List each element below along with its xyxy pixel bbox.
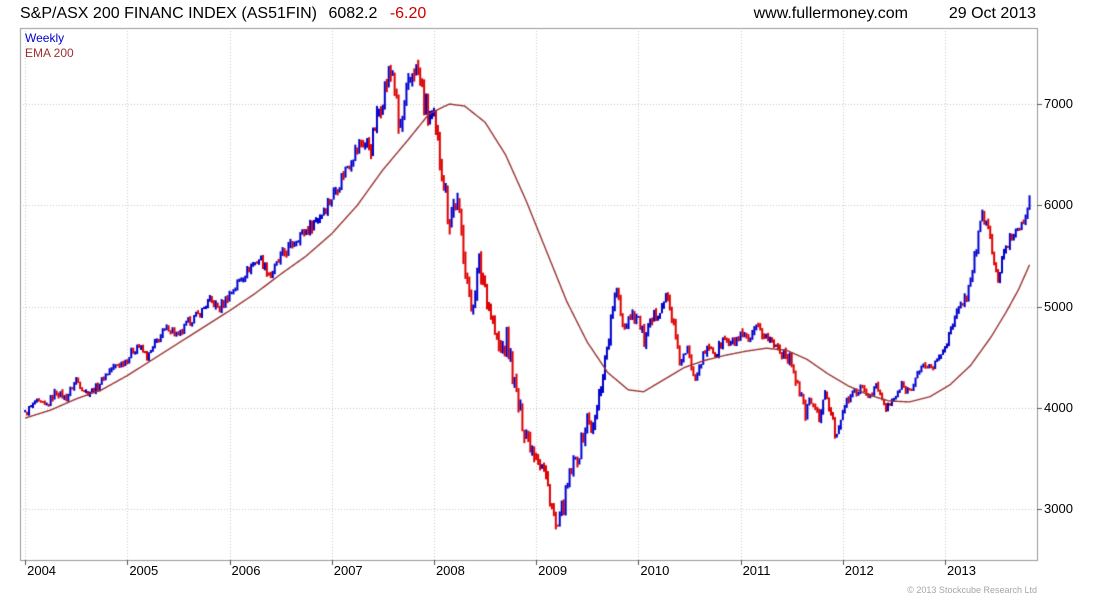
chart-last-value: 6082.2 xyxy=(328,5,378,22)
x-axis-label: 2008 xyxy=(435,563,465,578)
x-axis-label: 2012 xyxy=(844,563,874,578)
y-axis-label: 4000 xyxy=(1044,400,1073,415)
x-axis-label: 2011 xyxy=(742,563,771,578)
chart-change: -6.20 xyxy=(389,5,427,22)
y-axis-label: 3000 xyxy=(1044,501,1073,517)
x-axis-label: 2007 xyxy=(333,563,363,578)
x-axis-label: 2010 xyxy=(640,563,670,578)
website-link[interactable]: www.fullermoney.com xyxy=(753,5,908,22)
x-axis-label: 2006 xyxy=(231,563,261,578)
y-axis-label: 7000 xyxy=(1044,96,1073,111)
legend-weekly: Weekly xyxy=(25,31,65,45)
chart-date: 29 Oct 2013 xyxy=(948,5,1036,22)
y-axis-label: 6000 xyxy=(1044,197,1073,213)
legend-ema-200: EMA 200 xyxy=(25,46,74,60)
x-axis-label: 2004 xyxy=(27,563,57,578)
x-axis-label: 2013 xyxy=(947,563,976,578)
x-axis-label: 2009 xyxy=(538,563,568,578)
chart-title: S&P/ASX 200 FINANC INDEX (AS51FIN) xyxy=(20,5,317,22)
y-axis-label: 5000 xyxy=(1044,298,1073,314)
x-axis-label: 2005 xyxy=(129,563,159,578)
header: S&P/ASX 200 FINANC INDEX (AS51FIN) 6082.… xyxy=(20,5,426,23)
copyright-notice: © 2013 Stockcube Research Ltd xyxy=(907,585,1037,595)
